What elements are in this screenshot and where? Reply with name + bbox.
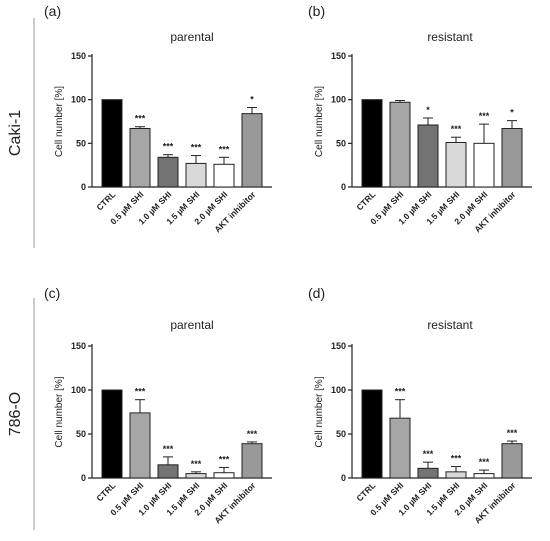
significance-label: ***	[451, 124, 462, 134]
x-tick-label: CTRL	[354, 189, 377, 212]
row-label-786-o: 786-O	[7, 392, 24, 436]
chart-panels: (a) parental Cell number [%] 0 50 100 150 CTRL *…	[44, 3, 532, 525]
significance-label: ***	[135, 114, 146, 124]
chart-panel: (b) resistant Cell number [%] 0 50 100 150 CTRL…	[308, 3, 532, 234]
significance-label: ***	[479, 111, 490, 121]
bar	[242, 444, 262, 478]
significance-label: ***	[163, 142, 174, 152]
y-tick-label: 150	[71, 51, 86, 61]
row-label-group-786: 786-O	[7, 298, 34, 530]
panel-letter: (d)	[308, 285, 325, 301]
bar	[130, 128, 150, 187]
significance-label: ***	[163, 444, 174, 454]
significance-label: ***	[507, 428, 518, 438]
y-tick-label: 0	[341, 473, 346, 483]
row-label-caki-1: Caki-1	[7, 110, 24, 156]
chart-title: resistant	[427, 30, 473, 44]
bar	[446, 472, 466, 478]
y-axis-label: Cell number [%]	[54, 86, 65, 157]
y-tick-label: 50	[76, 429, 86, 439]
bar	[158, 157, 178, 187]
row-label-group-caki: Caki-1	[7, 18, 34, 248]
significance-label: ***	[479, 457, 490, 467]
bar	[158, 465, 178, 478]
y-tick-label: 50	[336, 429, 346, 439]
y-tick-label: 50	[76, 138, 86, 148]
significance-label: ***	[219, 454, 230, 464]
bar	[418, 468, 438, 478]
y-tick-label: 0	[81, 473, 86, 483]
bar	[502, 444, 522, 478]
bar	[186, 163, 206, 187]
y-axis-label: Cell number [%]	[314, 86, 325, 157]
significance-label: ***	[219, 144, 230, 154]
bar	[214, 164, 234, 187]
y-tick-label: 100	[71, 385, 86, 395]
y-tick-label: 150	[331, 341, 346, 351]
y-axis-label: Cell number [%]	[54, 376, 65, 447]
panel-letter: (a)	[44, 3, 61, 19]
significance-label: ***	[451, 454, 462, 464]
bar	[390, 418, 410, 478]
panel-letter: (c)	[44, 285, 60, 301]
significance-label: *	[426, 105, 430, 115]
significance-label: ***	[395, 387, 406, 397]
significance-label: ***	[423, 449, 434, 459]
bar	[242, 114, 262, 187]
bar	[186, 474, 206, 478]
y-tick-label: 150	[331, 51, 346, 61]
significance-label: ***	[135, 387, 146, 397]
significance-label: ***	[191, 143, 202, 153]
chart-title: parental	[170, 318, 213, 332]
y-tick-label: 50	[336, 138, 346, 148]
bar	[102, 390, 122, 478]
y-tick-label: 100	[331, 95, 346, 105]
bar	[390, 102, 410, 187]
bar	[418, 125, 438, 187]
chart-title: resistant	[427, 318, 473, 332]
x-tick-label: CTRL	[354, 480, 377, 503]
chart-panel: (a) parental Cell number [%] 0 50 100 150 CTRL *…	[44, 3, 272, 234]
chart-panel: (d) resistant Cell number [%] 0 50 100 150 CTRL…	[308, 285, 532, 525]
chart-title: parental	[170, 30, 213, 44]
bar	[362, 100, 382, 187]
y-axis-label: Cell number [%]	[314, 376, 325, 447]
chart-panel: (c) parental Cell number [%] 0 50 100 150 CTRL *…	[44, 285, 272, 525]
bar	[102, 100, 122, 187]
y-tick-label: 150	[71, 341, 86, 351]
y-tick-label: 0	[81, 182, 86, 192]
x-tick-label: CTRL	[94, 189, 117, 212]
significance-label: ***	[247, 429, 258, 439]
significance-label: ***	[191, 459, 202, 469]
significance-label: *	[250, 95, 254, 105]
bar	[502, 128, 522, 187]
bar	[130, 413, 150, 478]
significance-label: *	[510, 108, 514, 118]
y-tick-label: 100	[331, 385, 346, 395]
x-tick-label: CTRL	[94, 480, 117, 503]
bar	[474, 143, 494, 187]
bar	[446, 142, 466, 187]
bar	[214, 473, 234, 478]
bar	[362, 390, 382, 478]
y-tick-label: 100	[71, 95, 86, 105]
bar	[474, 474, 494, 478]
panel-letter: (b)	[308, 3, 325, 19]
y-tick-label: 0	[341, 182, 346, 192]
